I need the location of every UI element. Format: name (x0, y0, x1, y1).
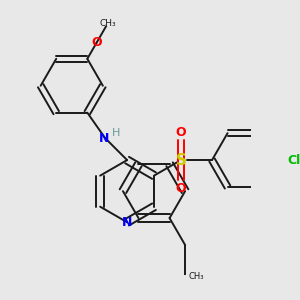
Text: N: N (98, 132, 109, 145)
Text: O: O (176, 126, 186, 139)
Text: S: S (176, 153, 186, 168)
Text: CH₃: CH₃ (99, 19, 116, 28)
Text: H: H (112, 128, 120, 138)
Text: CH₃: CH₃ (188, 272, 204, 280)
Text: O: O (91, 36, 102, 49)
Text: Cl: Cl (288, 154, 300, 166)
Text: O: O (176, 182, 186, 195)
Text: N: N (122, 216, 132, 229)
